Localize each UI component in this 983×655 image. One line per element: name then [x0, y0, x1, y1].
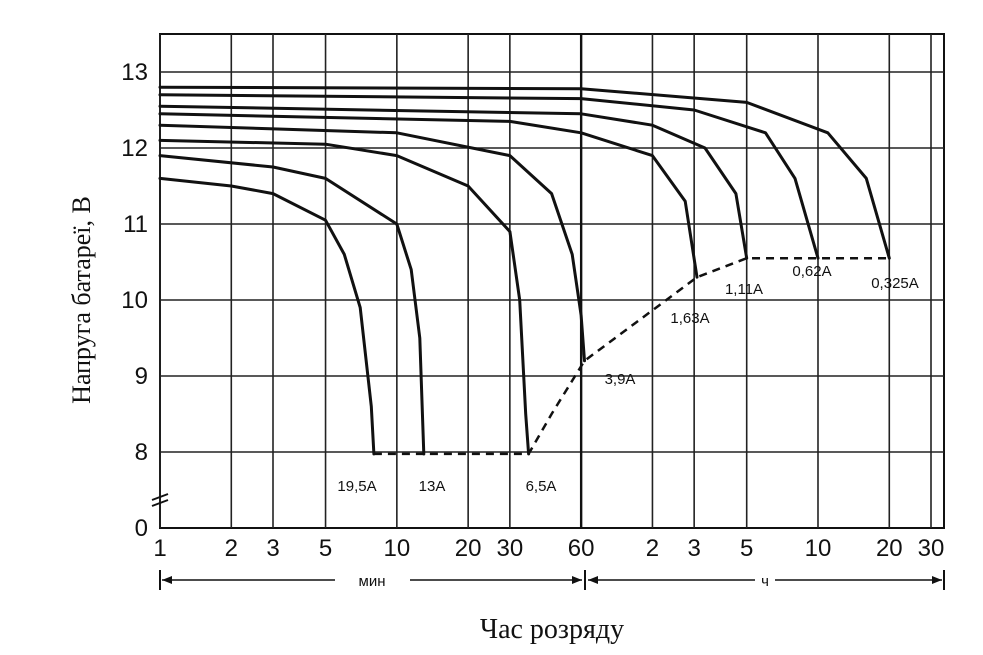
curve-labels: 19,5A 13A 6,5A 3,9A 1,63A 1,11A 0,62A 0,325A [337, 263, 918, 495]
x-tick-label: 5 [319, 535, 332, 562]
hour-arrow-right [932, 576, 942, 584]
x-tick-label: 5 [740, 535, 753, 562]
y-tick-label: 0 [135, 515, 148, 542]
hours-unit-label: ч [761, 573, 769, 590]
curve-label: 6,5A [526, 478, 557, 495]
x-axis-label: Час розряду [480, 614, 624, 645]
minutes-unit-label: мин [359, 573, 386, 590]
grid [151, 33, 945, 529]
y-tick-label: 8 [135, 439, 148, 466]
y-tick-label: 9 [135, 363, 148, 390]
discharge-curve [158, 154, 426, 456]
curve-label: 3,9A [605, 371, 636, 388]
discharge-curve [158, 93, 820, 260]
x-tick-label: 2 [225, 535, 238, 562]
curve-label: 0,62A [792, 263, 831, 280]
y-tick-label: 10 [121, 287, 148, 314]
curve-label: 19,5A [337, 478, 376, 495]
x-tick-label: 20 [876, 535, 903, 562]
time-unit-brackets: мин ч [159, 570, 945, 590]
curve-label: 1,63A [670, 310, 709, 327]
x-tick-label: 3 [266, 535, 279, 562]
discharge-curve [158, 138, 531, 456]
discharge-curve [158, 85, 891, 260]
x-tick-label: 1 [153, 535, 166, 562]
y-axis-label: Напруга батареї, В [67, 196, 96, 404]
hour-arrow-left [588, 576, 598, 584]
x-tick-label: 10 [383, 535, 410, 562]
x-tick-label: 30 [496, 535, 523, 562]
discharge-curve [158, 176, 376, 456]
discharge-curve [158, 112, 699, 279]
discharge-curve [158, 104, 749, 260]
discharge-curve [158, 123, 586, 363]
curve-label: 0,325A [871, 275, 919, 292]
discharge-curves [158, 85, 891, 456]
x-tick-label: 10 [805, 535, 832, 562]
x-tick-label: 30 [918, 535, 945, 562]
min-arrow-left [162, 576, 172, 584]
y-tick-label: 13 [121, 59, 148, 86]
min-arrow-right [572, 576, 582, 584]
x-tick-label: 60 [568, 535, 595, 562]
x-tick-label: 2 [646, 535, 659, 562]
curve-label: 13A [419, 478, 446, 495]
x-tick-label: 20 [455, 535, 482, 562]
axis-break-mark [151, 493, 169, 507]
curve-label: 1,11A [725, 281, 763, 298]
y-tick-label: 11 [123, 211, 148, 238]
y-tick-label: 12 [121, 135, 148, 162]
x-tick-label: 3 [687, 535, 700, 562]
end-voltage-dashed-line [373, 256, 890, 456]
